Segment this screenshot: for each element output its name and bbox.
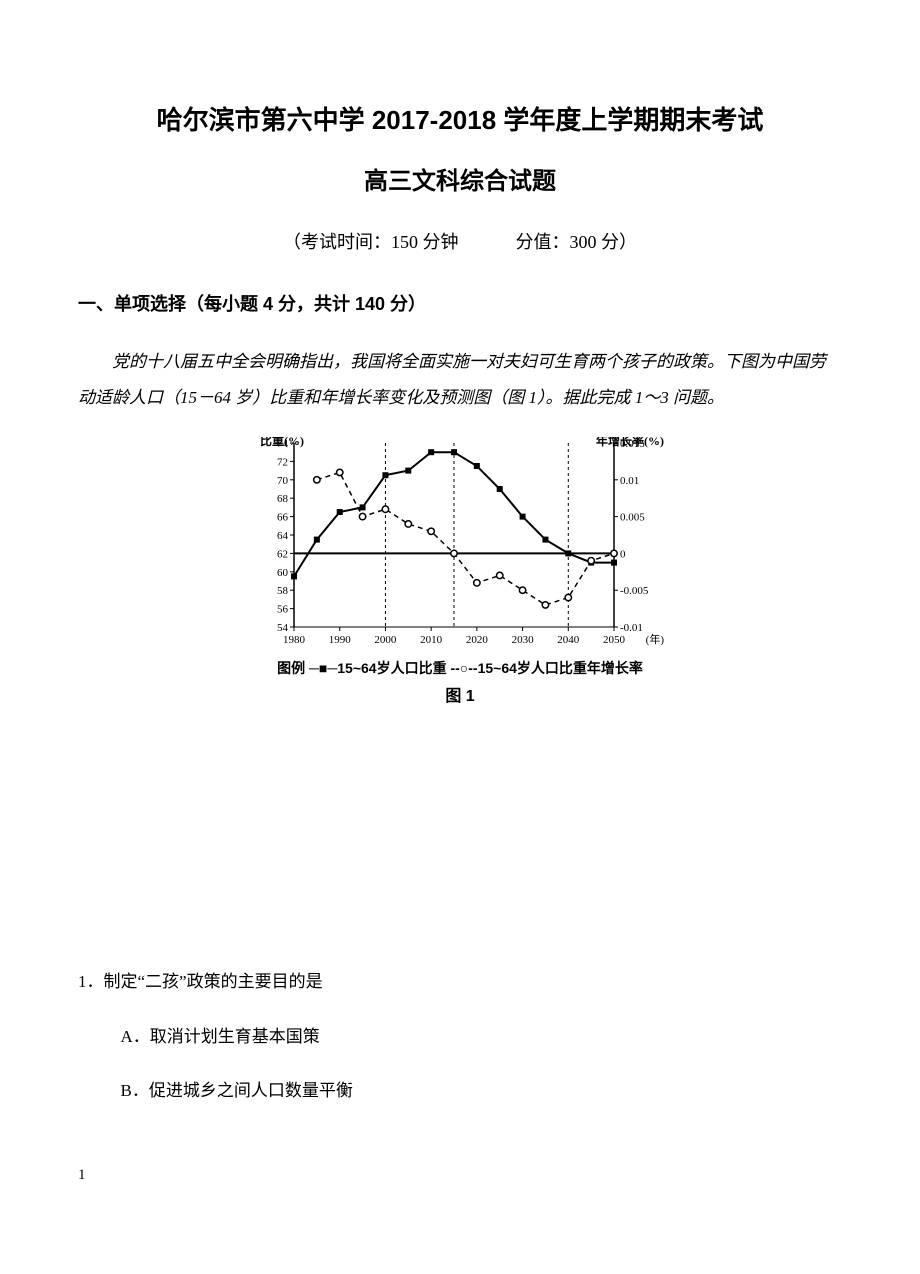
- svg-text:2000: 2000: [374, 634, 397, 646]
- section-heading: 一、单项选择（每小题 4 分，共计 140 分）: [78, 290, 842, 316]
- svg-text:60: 60: [277, 567, 289, 579]
- question-1-option-b: B．促进城乡之间人口数量平衡: [78, 1075, 842, 1107]
- question-1: 1．制定“二孩”政策的主要目的是: [78, 966, 842, 998]
- svg-text:72: 72: [277, 457, 288, 469]
- svg-text:2010: 2010: [420, 634, 443, 646]
- chart-container: 5456586062646668707274-0.01-0.00500.0050…: [78, 437, 842, 706]
- svg-text:68: 68: [277, 494, 289, 506]
- exam-page: 哈尔滨市第六中学 2017-2018 学年度上学期期末考试 高三文科综合试题 （…: [0, 0, 920, 1224]
- svg-text:年增长率(%): 年增长率(%): [596, 437, 664, 448]
- svg-text:-0.01: -0.01: [620, 622, 643, 634]
- svg-text:比重(%): 比重(%): [260, 437, 304, 448]
- chart-legend: 图例 ─■─15~64岁人口比重 --○--15~64岁人口比重年增长率: [250, 658, 670, 678]
- svg-text:2020: 2020: [466, 634, 489, 646]
- svg-text:54: 54: [277, 622, 289, 634]
- svg-text:0.01: 0.01: [620, 475, 639, 487]
- svg-text:2040: 2040: [557, 634, 580, 646]
- chart-figure-label: 图 1: [250, 682, 670, 706]
- svg-text:62: 62: [277, 549, 288, 561]
- svg-text:1980: 1980: [283, 634, 306, 646]
- chart-box: 5456586062646668707274-0.01-0.00500.0050…: [250, 437, 670, 706]
- svg-text:2050: 2050: [603, 634, 626, 646]
- exam-info: （考试时间：150 分钟 分值：300 分）: [78, 228, 842, 254]
- svg-text:-0.005: -0.005: [620, 586, 649, 598]
- chart-figure: 5456586062646668707274-0.01-0.00500.0050…: [250, 437, 670, 651]
- svg-text:0: 0: [620, 549, 626, 561]
- svg-text:1990: 1990: [329, 634, 352, 646]
- svg-text:(年): (年): [646, 632, 665, 646]
- svg-text:64: 64: [277, 530, 289, 542]
- passage-text: 党的十八届五中全会明确指出，我国将全面实施一对夫妇可生育两个孩子的政策。下图为中…: [78, 344, 842, 415]
- question-1-option-a: A．取消计划生育基本国策: [78, 1021, 842, 1053]
- page-number: 1: [78, 1167, 842, 1184]
- exam-score: 分值：300 分）: [516, 232, 638, 252]
- svg-text:2030: 2030: [512, 634, 534, 646]
- title-main: 哈尔滨市第六中学 2017-2018 学年度上学期期末考试: [78, 100, 842, 137]
- exam-time: （考试时间：150 分钟: [283, 232, 459, 252]
- title-sub: 高三文科综合试题: [78, 161, 842, 196]
- svg-text:56: 56: [277, 604, 289, 616]
- svg-text:58: 58: [277, 586, 289, 598]
- svg-text:66: 66: [277, 512, 289, 524]
- svg-text:70: 70: [277, 475, 289, 487]
- svg-text:0.005: 0.005: [620, 512, 645, 524]
